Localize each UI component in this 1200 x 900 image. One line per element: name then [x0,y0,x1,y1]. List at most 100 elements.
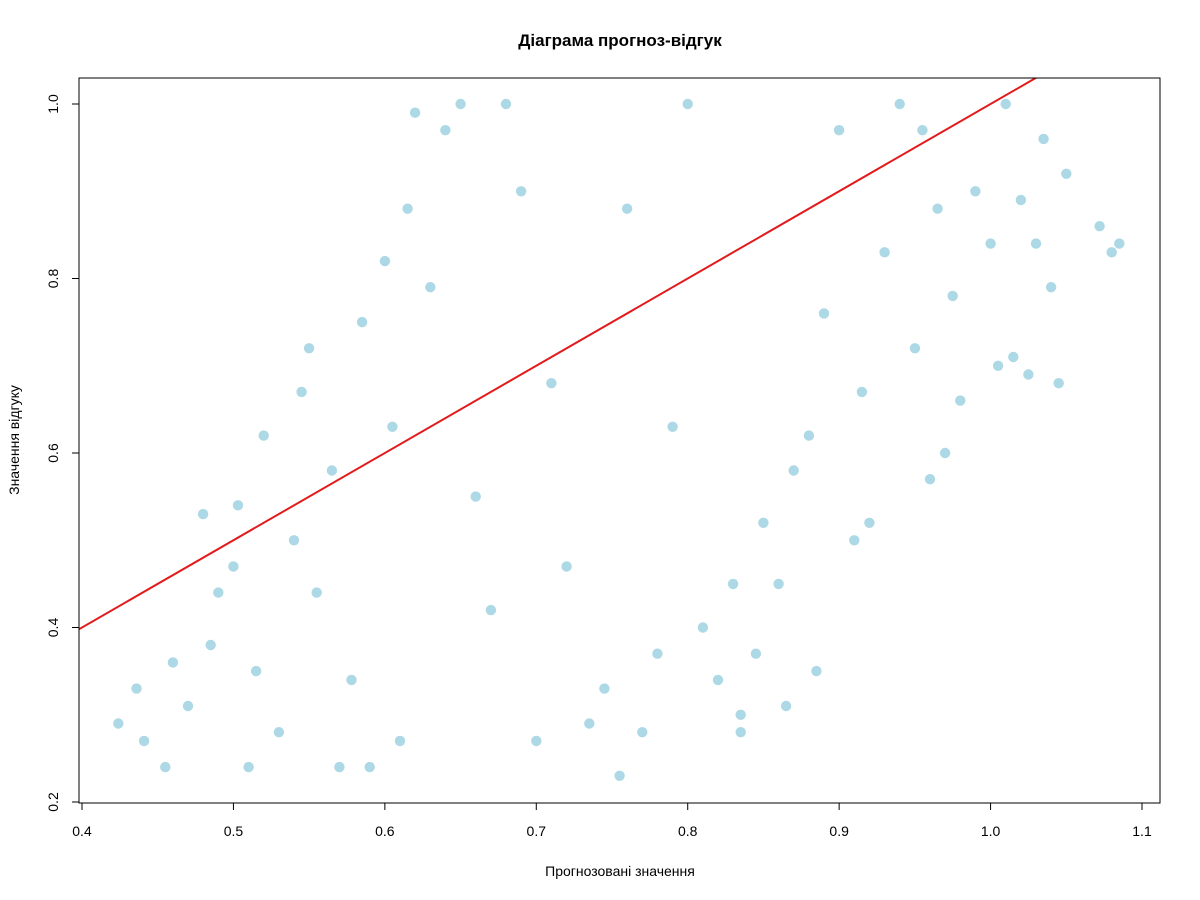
data-point [311,587,322,598]
data-point [947,290,958,302]
data-point [955,395,966,406]
data-point [232,500,244,511]
data-point [402,203,413,214]
data-point [584,718,595,729]
data-point [985,238,996,249]
data-point [667,421,678,432]
data-point [1015,194,1027,206]
y-axis-title: Значення відгуку [6,385,22,495]
x-tick-label: 1.0 [981,823,1001,839]
data-point [909,343,921,354]
data-point [485,604,497,616]
x-axis-title: Прогнозовані значення [545,863,695,879]
data-point [258,430,269,441]
data-point [138,735,150,747]
data-point [531,735,542,747]
data-point [288,535,300,546]
data-point [750,648,762,659]
x-tick-label: 0.6 [375,823,395,839]
data-point [440,125,451,136]
data-point [334,761,345,773]
data-point [856,386,868,398]
data-point [924,474,936,485]
data-point [894,98,905,110]
data-point [932,203,943,214]
data-point [917,125,928,136]
y-tick-label: 0.2 [45,792,61,812]
data-point [1008,351,1019,363]
data-point [939,447,951,459]
data-point [455,98,466,110]
data-point [387,421,398,432]
data-point [879,247,890,258]
data-point [205,639,216,651]
data-point [1114,238,1125,249]
data-point [243,761,254,773]
data-point [652,648,663,659]
data-point [1094,221,1105,232]
data-point [182,700,194,712]
data-point [864,517,875,528]
chart-title: Діаграма прогноз-відгук [518,31,722,50]
data-point [500,98,512,110]
data-point [780,700,792,712]
data-point [735,709,746,720]
x-tick-label: 0.7 [527,823,547,839]
data-point [113,718,124,729]
data-point [1000,98,1011,110]
data-point [811,665,822,677]
data-point [614,770,625,781]
data-point [849,535,860,546]
data-point [425,282,436,293]
data-point [160,761,171,773]
x-axis: 0.4 0.5 0.6 0.7 0.8 0.9 1.0 1.1 [72,802,1152,839]
data-point [803,430,815,441]
data-point [992,360,1004,371]
data-point [167,657,179,668]
data-point [326,465,338,476]
data-point [621,203,633,214]
data-point [250,665,262,677]
data-point [1106,247,1117,258]
y-tick-label: 0.8 [45,269,61,289]
data-point [228,561,239,572]
y-tick-label: 1.0 [45,94,61,114]
data-point [773,578,784,590]
y-axis: 0.2 0.4 0.6 0.8 1.0 [45,94,80,812]
data-point [1023,369,1034,380]
data-point [735,727,746,738]
y-tick-label: 0.6 [45,443,61,463]
data-point [296,386,307,398]
data-point [470,491,481,502]
data-point [213,587,224,598]
data-point [273,727,285,738]
data-point [1061,168,1072,179]
x-tick-label: 1.1 [1132,823,1152,839]
data-point [1030,238,1042,249]
data-point [599,683,610,694]
data-point [356,316,368,328]
data-point [364,761,375,773]
data-point [682,98,693,110]
reference-line-layer [79,78,1038,631]
data-point [637,727,648,738]
data-point [970,186,981,197]
data-point [131,683,142,694]
data-point [409,107,421,118]
data-point [197,508,209,520]
data-point [1053,378,1064,389]
data-point [818,308,830,319]
data-point [379,255,391,267]
reference-line [79,78,1038,631]
points-layer [113,98,1125,781]
data-point [758,517,769,528]
data-point [394,735,406,747]
x-tick-label: 0.9 [829,823,849,839]
data-point [561,561,572,572]
data-point [346,674,357,686]
plot-frame [78,77,1161,804]
data-point [1038,133,1049,145]
x-tick-label: 0.4 [72,823,92,839]
data-point [546,378,557,389]
